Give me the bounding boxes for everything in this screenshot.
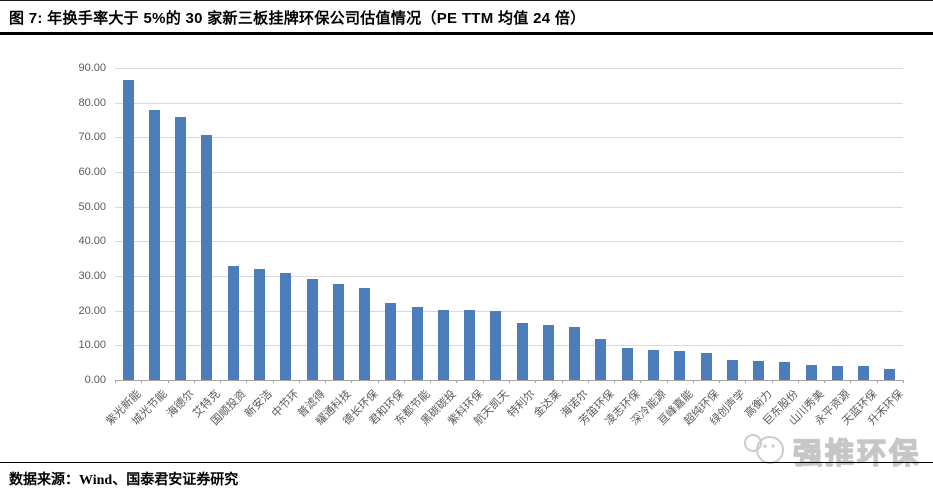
bar-城光节能 bbox=[148, 109, 160, 380]
x-axis-tick bbox=[220, 380, 222, 383]
x-axis-tick bbox=[666, 380, 668, 383]
y-gridline bbox=[115, 276, 903, 277]
y-tick-label: 10.00 bbox=[78, 339, 106, 352]
x-axis-tick bbox=[535, 380, 537, 383]
bar-耀通科技 bbox=[332, 283, 344, 380]
x-axis-tick bbox=[561, 380, 563, 383]
x-axis-tick bbox=[246, 380, 248, 383]
x-axis-tick bbox=[640, 380, 642, 383]
x-axis-tick bbox=[430, 380, 432, 383]
bar-海德尔 bbox=[175, 116, 187, 380]
y-gridline bbox=[115, 172, 903, 173]
bar-凌志环保 bbox=[621, 348, 633, 380]
bar-新安洁 bbox=[253, 268, 265, 380]
y-gridline bbox=[115, 68, 903, 69]
bar-山川秀美 bbox=[805, 365, 817, 380]
bar-金达莱 bbox=[542, 324, 554, 380]
figure-title: 图 7: 年换手率大于 5%的 30 家新三板挂牌环保公司估值情况（PE TTM… bbox=[9, 10, 586, 27]
x-axis-tick bbox=[797, 380, 799, 383]
watermark-logo-icon bbox=[741, 429, 787, 472]
bar-特利尔 bbox=[516, 323, 528, 380]
bar-航天凯天 bbox=[490, 311, 502, 380]
y-tick-label: 30.00 bbox=[78, 270, 106, 282]
x-category-label: 金达莱 bbox=[532, 388, 565, 420]
y-tick-label: 70.00 bbox=[78, 131, 106, 144]
bar-高衡力 bbox=[753, 361, 765, 380]
y-tick-label: 0.00 bbox=[84, 374, 106, 386]
bar-亘峰嘉能 bbox=[674, 350, 686, 380]
y-gridline bbox=[115, 345, 903, 347]
x-axis-tick bbox=[692, 380, 694, 383]
x-category-label: 中节环 bbox=[269, 388, 302, 420]
x-axis-tick bbox=[824, 380, 826, 383]
y-gridline bbox=[115, 241, 903, 243]
bar-黑碳碳投 bbox=[437, 309, 449, 380]
bar-升禾环保 bbox=[884, 368, 896, 380]
bar-海诺尔 bbox=[569, 327, 581, 380]
x-axis-tick bbox=[325, 380, 327, 383]
x-axis-tick bbox=[272, 380, 274, 383]
y-gridline bbox=[115, 102, 903, 104]
x-axis-tick bbox=[719, 380, 721, 383]
top-border-line bbox=[0, 0, 933, 1]
bar-紫科环保 bbox=[464, 310, 476, 380]
x-axis-tick bbox=[456, 380, 458, 383]
x-category-label: 海德尔 bbox=[164, 388, 197, 420]
x-axis-tick bbox=[351, 380, 353, 383]
bar-巨东股份 bbox=[779, 362, 791, 380]
x-axis-tick bbox=[141, 380, 143, 383]
x-axis-tick bbox=[377, 380, 379, 383]
bar-深冷能源 bbox=[647, 349, 659, 380]
x-axis-tick bbox=[403, 380, 405, 383]
title-underline bbox=[0, 32, 933, 35]
x-axis-tick bbox=[167, 380, 169, 383]
bar-东都节能 bbox=[411, 306, 423, 380]
bar-永平资源 bbox=[831, 366, 843, 380]
bar-绿创声学 bbox=[726, 360, 738, 380]
x-axis-tick bbox=[614, 380, 616, 383]
x-axis-tick bbox=[193, 380, 195, 383]
watermark: 强推环保 bbox=[741, 429, 921, 472]
x-axis-tick bbox=[850, 380, 852, 383]
bar-艾特克 bbox=[201, 134, 213, 380]
x-axis-tick bbox=[771, 380, 773, 383]
y-tick-label: 90.00 bbox=[78, 62, 106, 74]
x-axis-tick bbox=[876, 380, 878, 383]
bar-超纯环保 bbox=[700, 352, 712, 380]
x-axis-tick bbox=[482, 380, 484, 383]
y-gridline bbox=[115, 206, 903, 208]
bar-紫光新能 bbox=[122, 80, 134, 380]
footer-divider-line bbox=[0, 462, 933, 463]
x-category-label: 新安洁 bbox=[243, 388, 276, 420]
y-tick-label: 40.00 bbox=[78, 235, 106, 248]
x-axis-tick bbox=[587, 380, 589, 383]
x-axis-tick bbox=[903, 380, 904, 383]
y-gridline bbox=[115, 137, 903, 139]
x-axis-tick bbox=[509, 380, 510, 383]
bar-国顺投资 bbox=[227, 266, 239, 380]
x-axis-tick bbox=[115, 380, 116, 383]
x-axis-tick bbox=[298, 380, 300, 383]
y-tick-label: 60.00 bbox=[78, 166, 106, 178]
bar-中节环 bbox=[280, 272, 292, 380]
x-axis-tick bbox=[745, 380, 747, 383]
x-category-label: 特利尔 bbox=[505, 388, 538, 420]
y-tick-label: 50.00 bbox=[78, 200, 106, 213]
y-tick-label: 80.00 bbox=[78, 96, 106, 109]
bar-天蓝环保 bbox=[858, 366, 870, 380]
plot-area bbox=[115, 68, 904, 383]
bar-德长环保 bbox=[359, 288, 371, 380]
bar-芳笛环保 bbox=[595, 338, 607, 380]
watermark-text: 强推环保 bbox=[792, 437, 921, 470]
bar-君和环保 bbox=[385, 302, 397, 380]
y-tick-label: 20.00 bbox=[78, 304, 106, 317]
data-source-note: 数据来源：Wind、国泰君安证券研究 bbox=[9, 473, 239, 488]
bar-普滤得 bbox=[306, 278, 318, 380]
y-gridline bbox=[115, 310, 903, 312]
